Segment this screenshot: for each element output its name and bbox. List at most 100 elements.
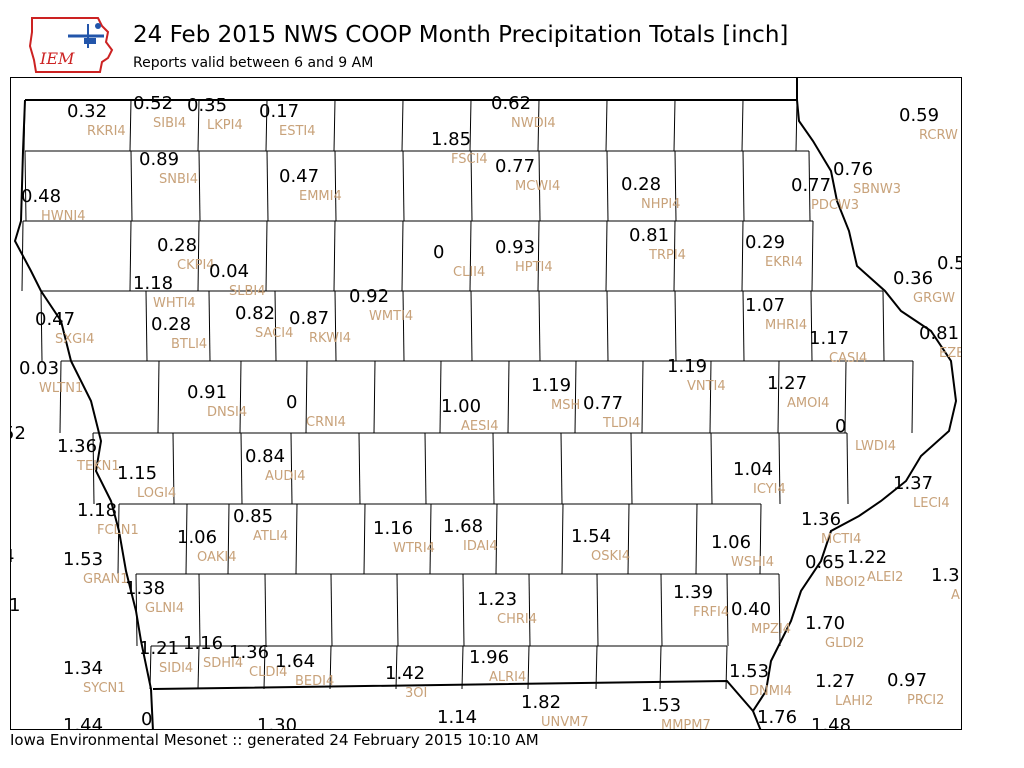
station-value: 0.93 [495,237,535,258]
station-id: FCLN1 [97,523,139,538]
station-value: 0.52 [133,93,173,114]
station-value: 0.47 [35,309,75,330]
station-id: 3OI [405,686,427,701]
station-id: PRCI2 [907,693,944,708]
station-id: GLNI4 [145,601,184,616]
station-value: 0.32 [67,101,107,122]
station-id: CLDI4 [249,665,287,680]
station-value: 0.97 [887,670,927,691]
station-id: HPTI4 [515,260,553,275]
station-id: PDCW3 [811,198,859,213]
station-value: 0.40 [731,599,771,620]
station-value: 0 [286,392,297,413]
station-id: OAKI4 [197,550,237,565]
station-id: BTLI4 [171,337,207,352]
station-id: RCRW [919,128,958,143]
station-value: 1.53 [729,661,769,682]
station-value: 1.16 [183,633,223,654]
station-id: DNMI4 [749,684,792,699]
station-id: DNSI4 [207,405,247,420]
station-id: OSKI4 [591,549,630,564]
station-id: BEDI4 [295,674,334,689]
station-id: AESI4 [461,419,498,434]
station-value: 0.89 [139,149,179,170]
station-value: 1.06 [177,527,217,548]
station-value: 1.14 [437,707,477,728]
station-value: 1.17 [809,328,849,349]
station-id: AMOI4 [787,396,829,411]
station-value: 0.84 [245,446,285,467]
station-value: 0.03 [19,358,59,379]
station-id: NHPI4 [641,197,680,212]
station-value: 0.5 [937,253,962,274]
station-value: 0.65 [805,552,845,573]
station-value: 0.29 [745,232,785,253]
station-id: WMTI4 [369,309,413,324]
state-boundaries [13,78,958,729]
station-id: SIDI4 [159,661,193,676]
station-value: 1.53 [63,549,103,570]
station-value: 0.77 [495,156,535,177]
station-id: SDHI4 [203,656,243,671]
footer-credit: Iowa Environmental Mesonet :: generated … [10,731,539,749]
station-id: CRNI4 [306,415,346,430]
station-value: 1.06 [711,532,751,553]
station-value: 0.91 [187,382,227,403]
station-id: LWDI4 [855,439,896,454]
station-value: 1.18 [133,273,173,294]
station-id: UNVM7 [541,715,589,730]
station-value: 1.00 [441,396,481,417]
map-subtitle: Reports valid between 6 and 9 AM [133,55,374,71]
station-value: 1.23 [477,589,517,610]
station-id: A [951,588,960,603]
station-value: 0.28 [621,174,661,195]
station-value: 0 [835,416,846,437]
station-value: 1.27 [767,373,807,394]
station-id: SIBI4 [153,116,186,131]
station-id: MCTI4 [821,532,861,547]
station-value: 1.85 [431,129,471,150]
station-id: HWNI4 [41,209,85,224]
station-value: 1.38 [125,578,165,599]
station-id: MHRI4 [765,318,807,333]
station-id: SXGI4 [55,332,94,347]
station-id: WLTN1 [39,381,83,396]
station-id: WHTI4 [153,296,196,311]
station-id: WSHI4 [731,555,774,570]
county-boundaries [21,99,914,690]
station-value: 0.48 [21,186,61,207]
station-value: 0.47 [279,166,319,187]
station-id: EMMI4 [299,189,342,204]
station-id: NBOI2 [825,575,866,590]
station-value: 0.28 [151,314,191,335]
station-value: 1.16 [373,518,413,539]
station-id: ATLI4 [253,529,288,544]
station-id: WTRI4 [393,541,435,556]
station-id: SYCN1 [83,681,126,696]
map-title: 24 Feb 2015 NWS COOP Month Precipitation… [133,22,789,48]
station-id: ESTI4 [279,124,316,139]
station-value: 0.28 [157,235,197,256]
station-value: 1.37 [893,473,933,494]
station-value: 1 [11,595,20,616]
station-id: CKPI4 [177,258,215,273]
station-value: 1.48 [811,715,851,730]
station-id: LAHI2 [835,694,873,709]
station-value: 1.36 [801,509,841,530]
station-id: FRFI4 [693,605,729,620]
station-id: LECI4 [913,496,950,511]
station-value: 0.59 [899,105,939,126]
station-value: 1.54 [571,526,611,547]
station-id: TLDI4 [602,416,640,431]
station-value: 1.30 [257,715,297,730]
station-id: CLII4 [453,265,485,280]
station-id: GRAN1 [83,572,128,587]
station-value: 1.70 [805,613,845,634]
station-value: 0.92 [349,286,389,307]
station-value: 1.22 [847,547,887,568]
station-value: 0.17 [259,101,299,122]
station-id: SLBI4 [229,284,266,299]
station-value: 1.76 [757,707,797,728]
station-value: 1.96 [469,647,509,668]
